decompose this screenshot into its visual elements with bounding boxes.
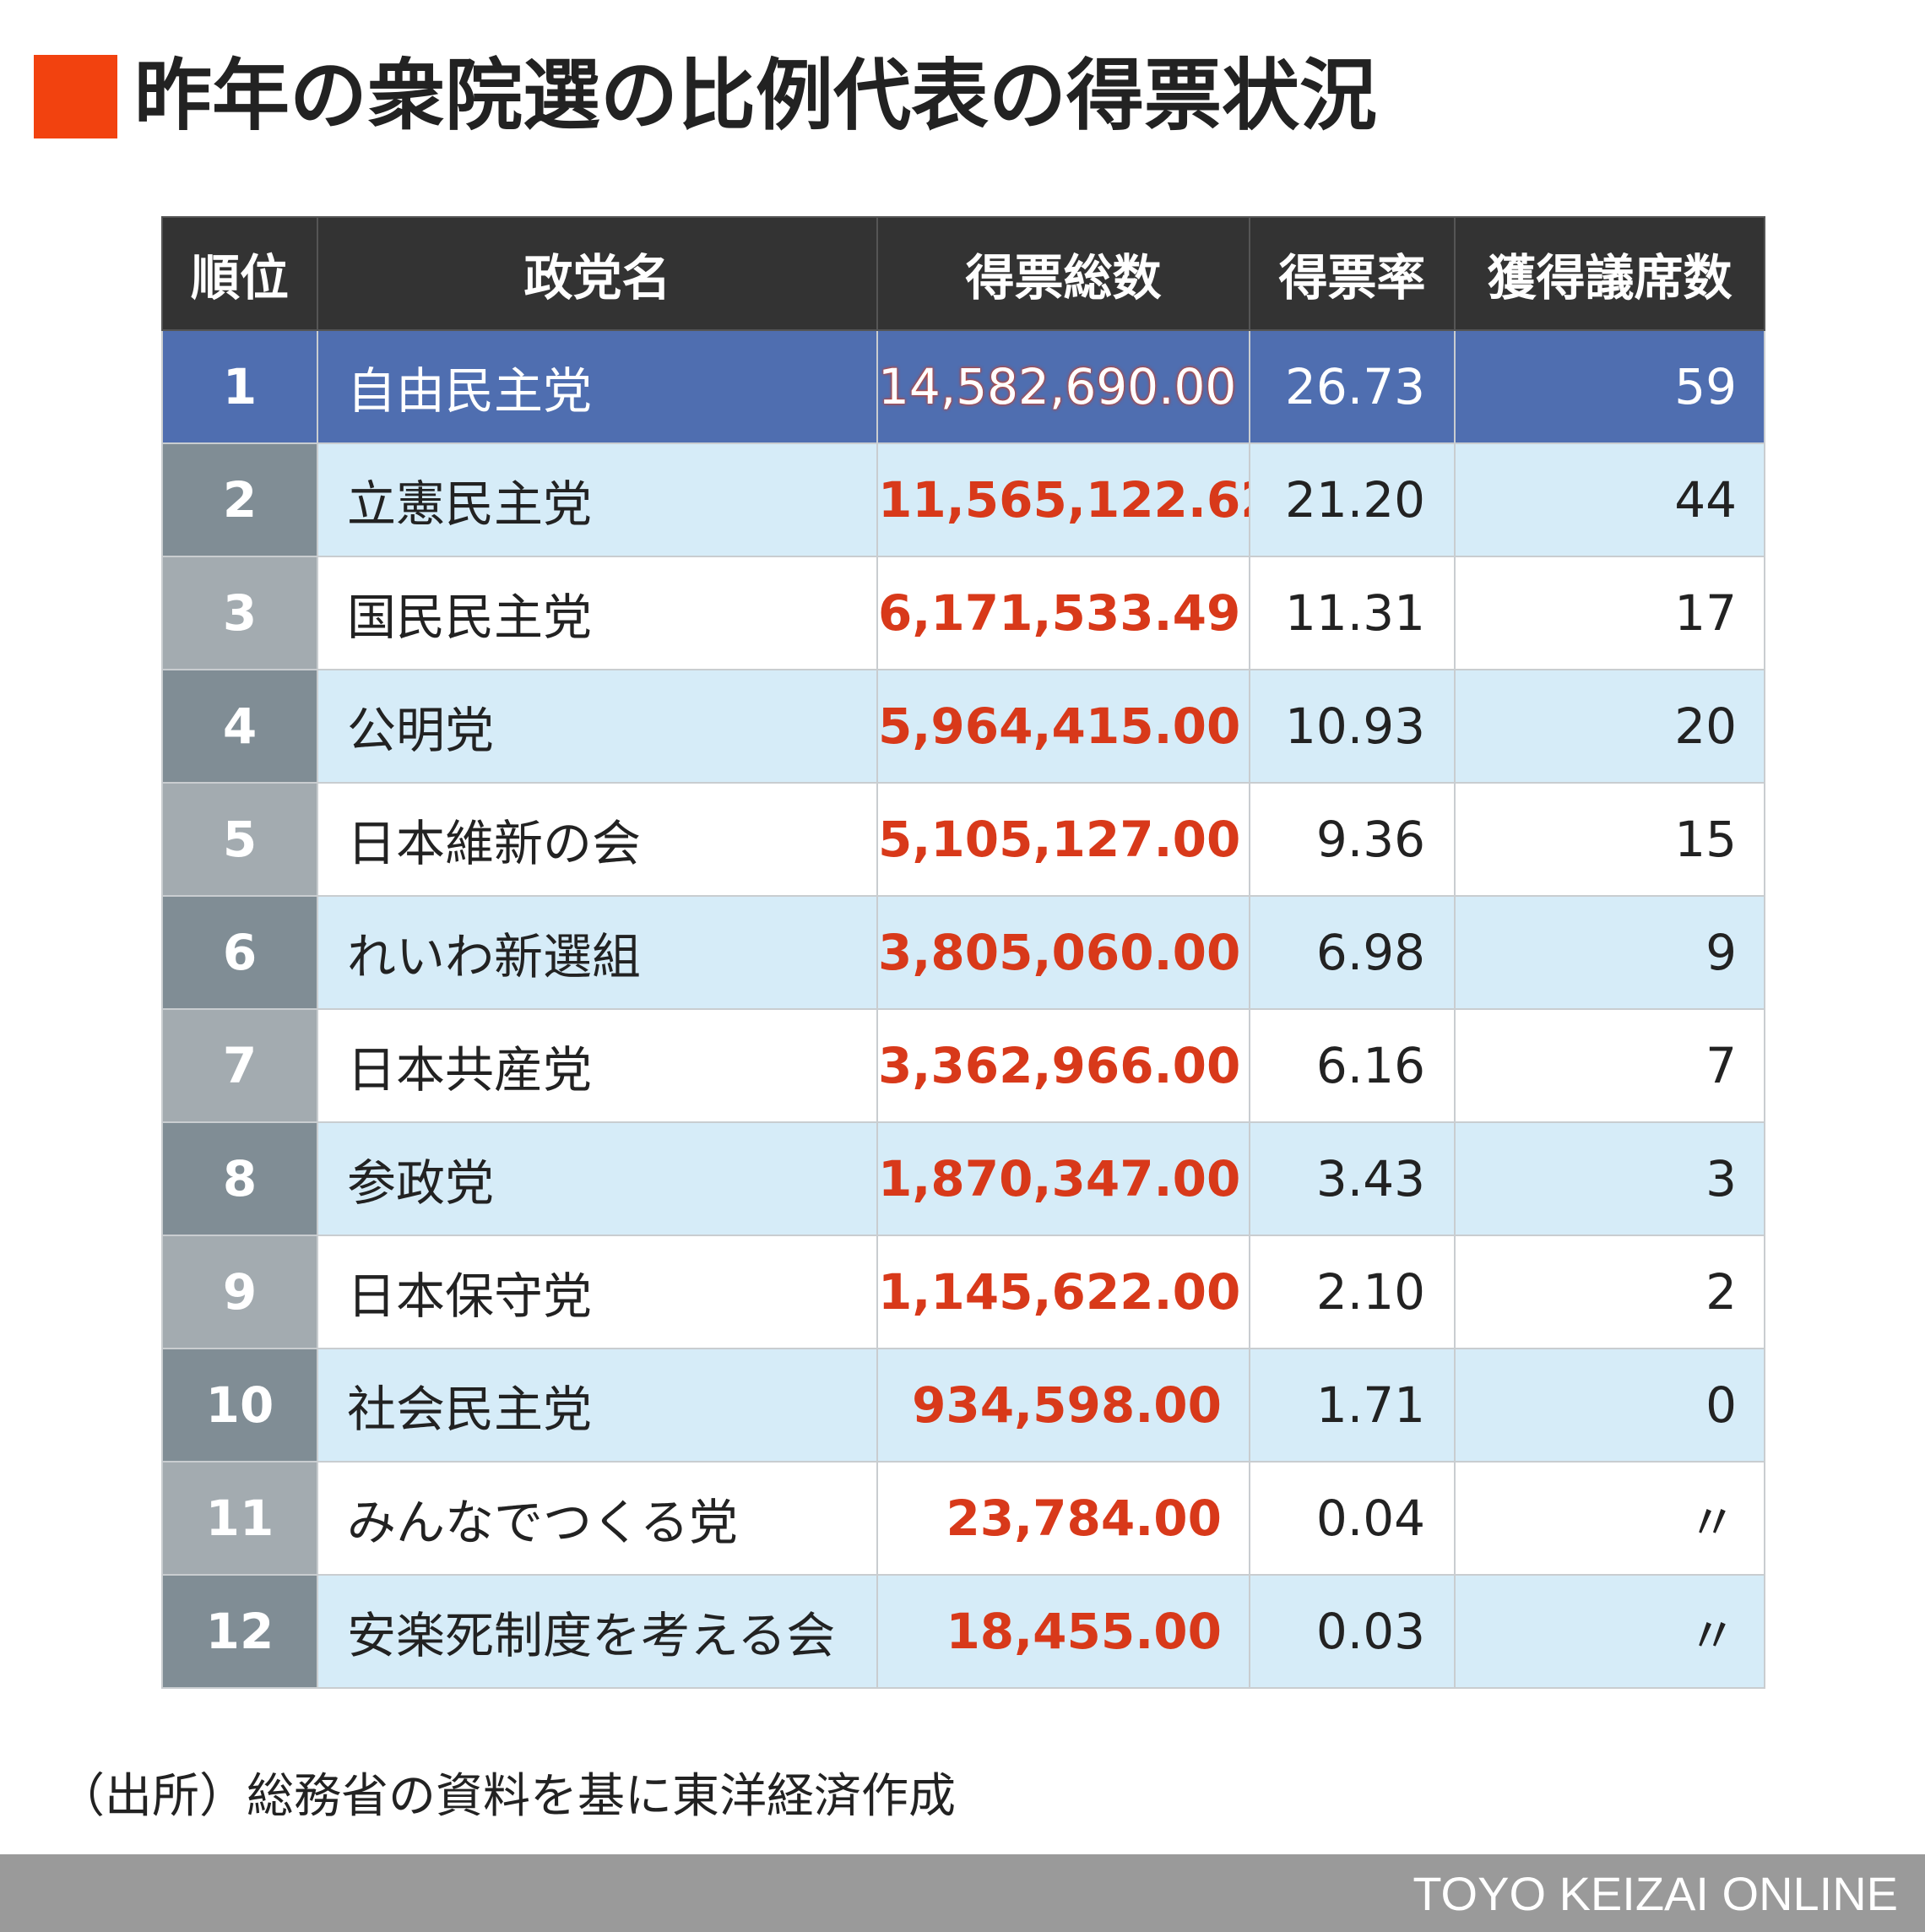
party-name-cell: 社会民主党 [317, 1348, 878, 1463]
votes-cell: 1,145,622.00 [876, 1235, 1250, 1349]
rank-cell: 8 [161, 1121, 318, 1236]
table-row: 9 日本保守党 1,145,622.00 2.10 2 [161, 1235, 1765, 1349]
votes-cell: 3,362,966.00 [876, 1008, 1250, 1123]
party-name-cell: 日本維新の会 [317, 782, 878, 897]
seats-cell: 9 [1454, 895, 1765, 1010]
column-header-party: 政党名 [317, 216, 878, 331]
vote-rate-cell: 2.10 [1249, 1235, 1456, 1349]
rank-cell: 6 [161, 895, 318, 1010]
party-name-cell: 日本保守党 [317, 1235, 878, 1349]
table-row: 7 日本共産党 3,362,966.00 6.16 7 [161, 1008, 1765, 1123]
votes-cell: 3,805,060.00 [876, 895, 1250, 1010]
seats-cell: 44 [1454, 442, 1765, 557]
rank-cell: 3 [161, 556, 318, 670]
party-name-cell: れいわ新選組 [317, 895, 878, 1010]
page-title: 昨年の衆院選の比例代表の得票状況 [134, 51, 1378, 141]
rank-cell: 5 [161, 782, 318, 897]
table-row: 5 日本維新の会 5,105,127.00 9.36 15 [161, 782, 1765, 897]
column-header-rank: 順位 [161, 216, 318, 331]
party-name-cell: 国民民主党 [317, 556, 878, 670]
votes-cell: 14,582,690.00 [876, 329, 1250, 444]
vote-rate-cell: 0.04 [1249, 1461, 1456, 1576]
seats-cell: 20 [1454, 669, 1765, 784]
vote-rate-cell: 11.31 [1249, 556, 1456, 670]
votes-cell: 6,171,533.49 [876, 556, 1250, 670]
seats-cell: 0 [1454, 1348, 1765, 1463]
votes-cell: 23,784.00 [876, 1461, 1250, 1576]
footer-bar: TOYO KEIZAI ONLINE [0, 1854, 1925, 1932]
rank-cell: 7 [161, 1008, 318, 1123]
footer-brand: TOYO KEIZAI ONLINE [1413, 1867, 1898, 1920]
votes-cell: 5,964,415.00 [876, 669, 1250, 784]
title-block: 昨年の衆院選の比例代表の得票状況 [34, 52, 1377, 140]
seats-cell: 7 [1454, 1008, 1765, 1123]
vote-rate-cell: 9.36 [1249, 782, 1456, 897]
rank-cell: 2 [161, 442, 318, 557]
header-row: 順位 政党名 得票総数 得票率 獲得議席数 [161, 216, 1765, 331]
vote-table: 順位 政党名 得票総数 得票率 獲得議席数 1 自由民主党 14,582,690.0… [161, 216, 1765, 1689]
table-row: 4 公明党 5,964,415.00 10.93 20 [161, 669, 1765, 784]
vote-rate-cell: 3.43 [1249, 1121, 1456, 1236]
party-name-cell: 安楽死制度を考える会 [317, 1574, 878, 1689]
rank-cell: 1 [161, 329, 318, 444]
rank-cell: 9 [161, 1235, 318, 1349]
votes-cell: 1,870,347.00 [876, 1121, 1250, 1236]
party-name-cell: 公明党 [317, 669, 878, 784]
votes-cell: 18,455.00 [876, 1574, 1250, 1689]
party-name-cell: 自由民主党 [317, 329, 878, 444]
votes-cell: 11,565,122.62 [876, 442, 1250, 557]
seats-cell: 17 [1454, 556, 1765, 670]
table-row: 8 参政党 1,870,347.00 3.43 3 [161, 1121, 1765, 1236]
vote-rate-cell: 21.20 [1249, 442, 1456, 557]
table-row: 6 れいわ新選組 3,805,060.00 6.98 9 [161, 895, 1765, 1010]
vote-rate-cell: 26.73 [1249, 329, 1456, 444]
rank-cell: 11 [161, 1461, 318, 1576]
party-name-cell: みんなでつくる党 [317, 1461, 878, 1576]
column-header-seats: 獲得議席数 [1454, 216, 1765, 331]
table-row: 2 立憲民主党 11,565,122.62 21.20 44 [161, 442, 1765, 557]
source-note: （出所）総務省の資料を基に東洋経済作成 [57, 1769, 956, 1824]
seats-cell: 〃 [1454, 1574, 1765, 1689]
seats-cell: 3 [1454, 1121, 1765, 1236]
table-row: 1 自由民主党 14,582,690.00 26.73 59 [161, 329, 1765, 444]
vote-rate-cell: 10.93 [1249, 669, 1456, 784]
table-row: 10 社会民主党 934,598.00 1.71 0 [161, 1348, 1765, 1463]
seats-cell: 59 [1454, 329, 1765, 444]
party-name-cell: 日本共産党 [317, 1008, 878, 1123]
rank-cell: 12 [161, 1574, 318, 1689]
title-marker [34, 54, 117, 138]
rank-cell: 4 [161, 669, 318, 784]
seats-cell: 15 [1454, 782, 1765, 897]
column-header-rate: 得票率 [1249, 216, 1456, 331]
vote-rate-cell: 0.03 [1249, 1574, 1456, 1689]
table-row: 12 安楽死制度を考える会 18,455.00 0.03 〃 [161, 1574, 1765, 1689]
votes-cell: 934,598.00 [876, 1348, 1250, 1463]
rank-cell: 10 [161, 1348, 318, 1463]
column-header-votes: 得票総数 [876, 216, 1250, 331]
table-body: 1 自由民主党 14,582,690.00 26.73 59 2 立憲民主党 11,565,1… [161, 329, 1765, 1689]
vote-rate-cell: 6.98 [1249, 895, 1456, 1010]
party-name-cell: 立憲民主党 [317, 442, 878, 557]
seats-cell: 2 [1454, 1235, 1765, 1349]
table-row: 11 みんなでつくる党 23,784.00 0.04 〃 [161, 1461, 1765, 1576]
table-row: 3 国民民主党 6,171,533.49 11.31 17 [161, 556, 1765, 670]
votes-cell: 5,105,127.00 [876, 782, 1250, 897]
vote-rate-cell: 1.71 [1249, 1348, 1456, 1463]
party-name-cell: 参政党 [317, 1121, 878, 1236]
vote-rate-cell: 6.16 [1249, 1008, 1456, 1123]
seats-cell: 〃 [1454, 1461, 1765, 1576]
